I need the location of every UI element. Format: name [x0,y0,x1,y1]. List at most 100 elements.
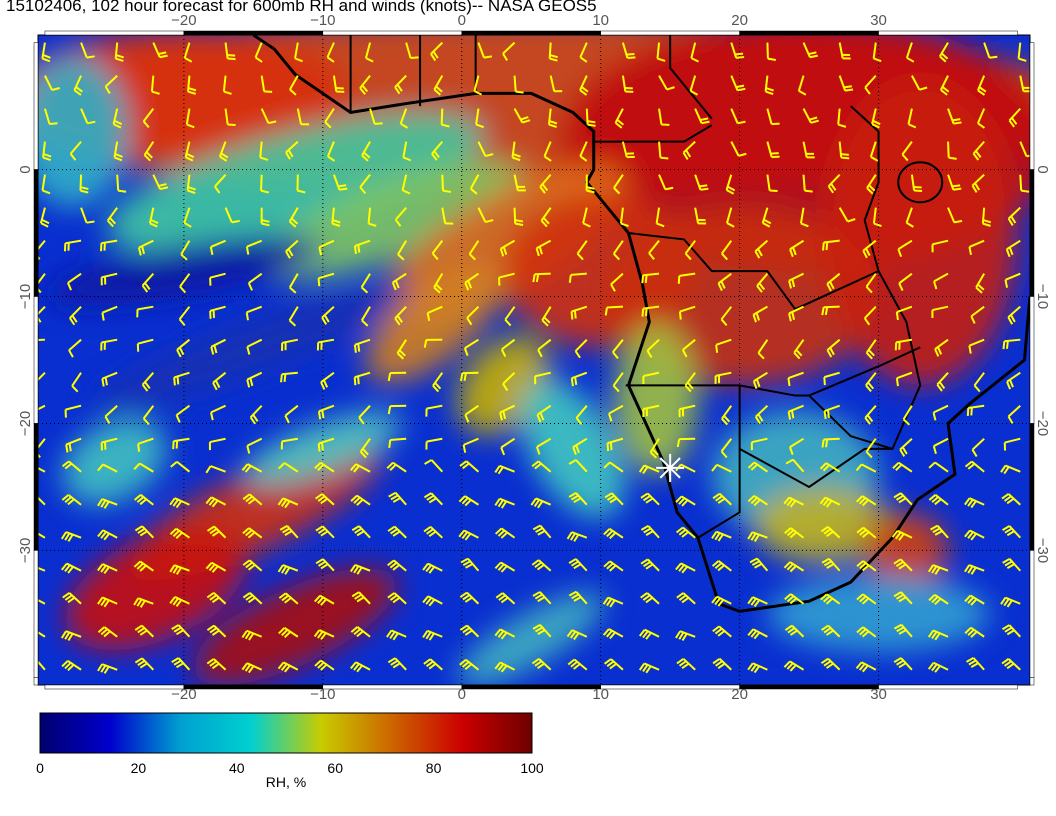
wind-barb [477,42,493,59]
lon-axis-bar [44,684,185,690]
wind-barb [694,108,710,125]
wind-barb [838,141,850,160]
wind-barb [350,494,371,506]
wind-barb [178,306,191,327]
wind-barb [209,272,226,286]
wind-barb [148,207,159,228]
rh-region [62,418,167,505]
lon-tick-label: 20 [731,686,748,703]
wind-barb [242,592,263,605]
wind-barb [821,437,840,448]
lat-axis-bar [1029,423,1035,551]
lat-tick-label: −10 [1034,284,1051,309]
wind-barb [658,108,670,126]
wind-barb [871,108,881,129]
wind-barb [494,561,516,573]
wind-barb [681,338,696,358]
wind-barb [638,662,660,674]
wind-barb [1000,464,1021,475]
lat-axis-bar [1029,677,1035,686]
wind-barb [646,338,660,359]
rh-region [753,486,893,564]
wind-barb [468,240,480,261]
lon-axis-bar [878,30,1018,36]
wind-barb [602,596,624,608]
wind-barb [463,338,479,356]
wind-barb [602,628,624,640]
wind-barb [966,404,985,417]
wind-barb [757,339,769,360]
wind-barb [894,338,913,351]
colorbar-tick-label: 0 [36,760,44,776]
wind-barb [1002,338,1021,350]
wind-barb [1006,371,1021,390]
wind-barb [711,560,732,572]
wind-barb [353,338,371,353]
wind-barb [747,596,768,608]
wind-barb [766,174,778,193]
lat-tick-label: −10 [17,284,34,309]
wind-barb [511,141,521,162]
wind-barb [787,371,804,387]
wind-barb [279,524,299,539]
wind-barb [260,207,270,227]
wind-barb [820,525,841,539]
wind-barb [678,305,696,320]
wind-barb [387,404,407,415]
wind-barb [316,338,335,351]
wind-barb [720,438,733,459]
wind-barb [315,525,335,539]
wind-barb [928,593,949,606]
wind-barb [570,305,588,320]
wind-barb [259,141,269,161]
wind-barb [938,42,949,63]
wind-barb [642,404,660,418]
wind-barb [247,272,263,291]
wind-barb [241,629,263,641]
wind-barb [694,207,707,225]
wind-barb [655,207,665,228]
wind-barb [866,174,877,195]
wind-barb [568,272,587,283]
wind-barb [1008,107,1022,128]
wind-barb [932,437,949,455]
wind-barb [136,305,154,318]
wind-barb [277,497,299,509]
wind-barb [893,657,913,671]
wind-barb [359,438,371,459]
wind-barb [208,437,226,451]
wind-barb [38,660,46,671]
wind-barb [827,173,841,194]
lat-tick-label: −30 [1034,538,1051,563]
wind-barb [968,338,985,354]
wind-barb [530,497,552,509]
wind-barb [797,75,807,96]
wind-barb [224,207,240,224]
wind-barb [1004,272,1021,288]
wind-barb [169,527,191,539]
wind-barb [784,624,805,638]
colorbar-label: RH, % [266,774,306,790]
wind-barb [387,657,407,671]
wind-barb [576,240,588,261]
wind-barb [391,272,407,291]
lon-tick-label: −20 [171,12,196,29]
wind-barb [175,404,191,423]
wind-barb [289,75,299,96]
wind-barb [689,75,699,96]
wind-barb [100,272,118,286]
wind-barb [838,42,851,60]
wind-barb [931,239,949,253]
wind-barb [359,75,371,95]
wind-barb [747,495,768,507]
wind-barb [579,141,588,162]
country-border [625,346,921,397]
wind-barb [97,498,118,509]
wind-barb [658,174,674,191]
wind-barb [658,75,675,91]
wind-barb [245,305,263,321]
wind-barb [715,338,732,353]
wind-barb [278,592,299,605]
wind-barb [725,174,736,195]
wind-barb [730,42,745,59]
